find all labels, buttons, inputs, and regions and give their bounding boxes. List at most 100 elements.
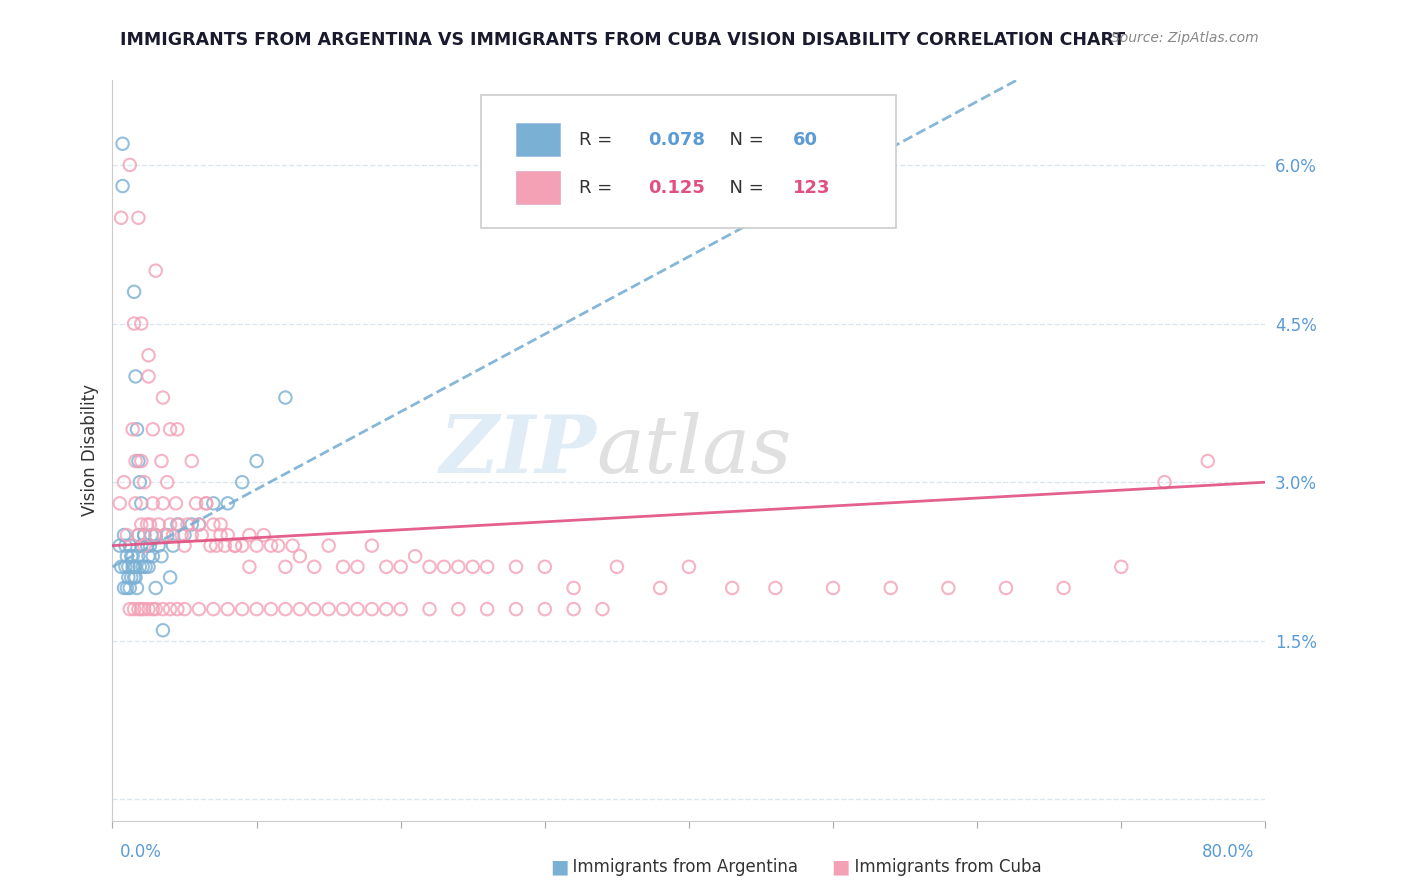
- Point: [152, 391, 174, 405]
- Point: [195, 496, 218, 510]
- Point: [332, 602, 354, 616]
- Point: [115, 581, 138, 595]
- Point: [332, 559, 354, 574]
- Point: [156, 475, 179, 490]
- Point: [121, 549, 143, 564]
- Point: [127, 454, 149, 468]
- Point: [1111, 559, 1133, 574]
- Point: [274, 559, 297, 574]
- Point: [165, 496, 187, 510]
- Point: [191, 528, 214, 542]
- Point: [1197, 454, 1219, 468]
- Point: [142, 549, 165, 564]
- Point: [205, 539, 228, 553]
- Point: [114, 539, 136, 553]
- Point: [110, 559, 132, 574]
- Point: [120, 549, 142, 564]
- Point: [125, 581, 148, 595]
- Point: [765, 581, 787, 595]
- Point: [134, 539, 156, 553]
- Point: [562, 602, 585, 616]
- Point: [108, 539, 131, 553]
- Point: [121, 422, 143, 436]
- Point: [475, 602, 499, 616]
- Text: ■: ■: [550, 857, 569, 877]
- Point: [138, 369, 160, 384]
- Point: [122, 602, 145, 616]
- Point: [127, 528, 149, 542]
- Point: [534, 602, 557, 616]
- Point: [135, 559, 157, 574]
- Point: [936, 581, 959, 595]
- Point: [217, 496, 239, 510]
- Text: IMMIGRANTS FROM ARGENTINA VS IMMIGRANTS FROM CUBA VISION DISABILITY CORRELATION : IMMIGRANTS FROM ARGENTINA VS IMMIGRANTS …: [120, 31, 1125, 49]
- Point: [122, 285, 145, 299]
- Point: [115, 549, 138, 564]
- Text: Immigrants from Cuba: Immigrants from Cuba: [844, 858, 1042, 876]
- Point: [318, 539, 340, 553]
- Point: [995, 581, 1018, 595]
- Text: 60: 60: [793, 130, 818, 148]
- Point: [721, 581, 744, 595]
- Point: [138, 549, 160, 564]
- Point: [246, 539, 269, 553]
- Point: [592, 602, 614, 616]
- Point: [419, 602, 441, 616]
- Point: [505, 602, 527, 616]
- Point: [145, 528, 167, 542]
- Point: [112, 581, 135, 595]
- Point: [148, 517, 170, 532]
- Point: [166, 602, 188, 616]
- Point: [159, 517, 181, 532]
- Point: [389, 559, 412, 574]
- Point: [260, 539, 283, 553]
- Point: [134, 528, 156, 542]
- Point: [606, 559, 628, 574]
- Point: [118, 158, 141, 172]
- Point: [246, 454, 269, 468]
- Point: [132, 559, 155, 574]
- Point: [447, 602, 470, 616]
- Point: [360, 602, 382, 616]
- Point: [1053, 581, 1076, 595]
- Point: [159, 570, 181, 584]
- Point: [125, 422, 148, 436]
- Point: [304, 559, 326, 574]
- Point: [346, 602, 368, 616]
- Point: [650, 581, 672, 595]
- Point: [156, 528, 179, 542]
- Text: 80.0%: 80.0%: [1202, 843, 1254, 861]
- Point: [139, 539, 162, 553]
- Point: [129, 496, 153, 510]
- Point: [121, 559, 143, 574]
- Point: [253, 528, 276, 542]
- Point: [114, 559, 136, 574]
- Text: ZIP: ZIP: [440, 412, 596, 489]
- Point: [128, 475, 150, 490]
- Point: [118, 581, 141, 595]
- Point: [124, 369, 146, 384]
- Point: [134, 475, 156, 490]
- Point: [112, 475, 135, 490]
- Point: [142, 602, 165, 616]
- Point: [129, 602, 153, 616]
- Point: [142, 422, 165, 436]
- Point: [124, 454, 146, 468]
- Text: 0.0%: 0.0%: [120, 843, 162, 861]
- Point: [124, 559, 146, 574]
- Point: [127, 211, 149, 225]
- Point: [138, 348, 160, 362]
- Point: [167, 517, 190, 532]
- Point: [821, 581, 844, 595]
- Point: [188, 517, 211, 532]
- Point: [176, 517, 198, 532]
- Point: [159, 422, 181, 436]
- Point: [419, 559, 441, 574]
- Point: [562, 581, 585, 595]
- Point: [184, 496, 207, 510]
- FancyBboxPatch shape: [516, 123, 560, 156]
- Point: [214, 539, 236, 553]
- Point: [678, 559, 700, 574]
- Text: 123: 123: [793, 178, 830, 196]
- Point: [447, 559, 470, 574]
